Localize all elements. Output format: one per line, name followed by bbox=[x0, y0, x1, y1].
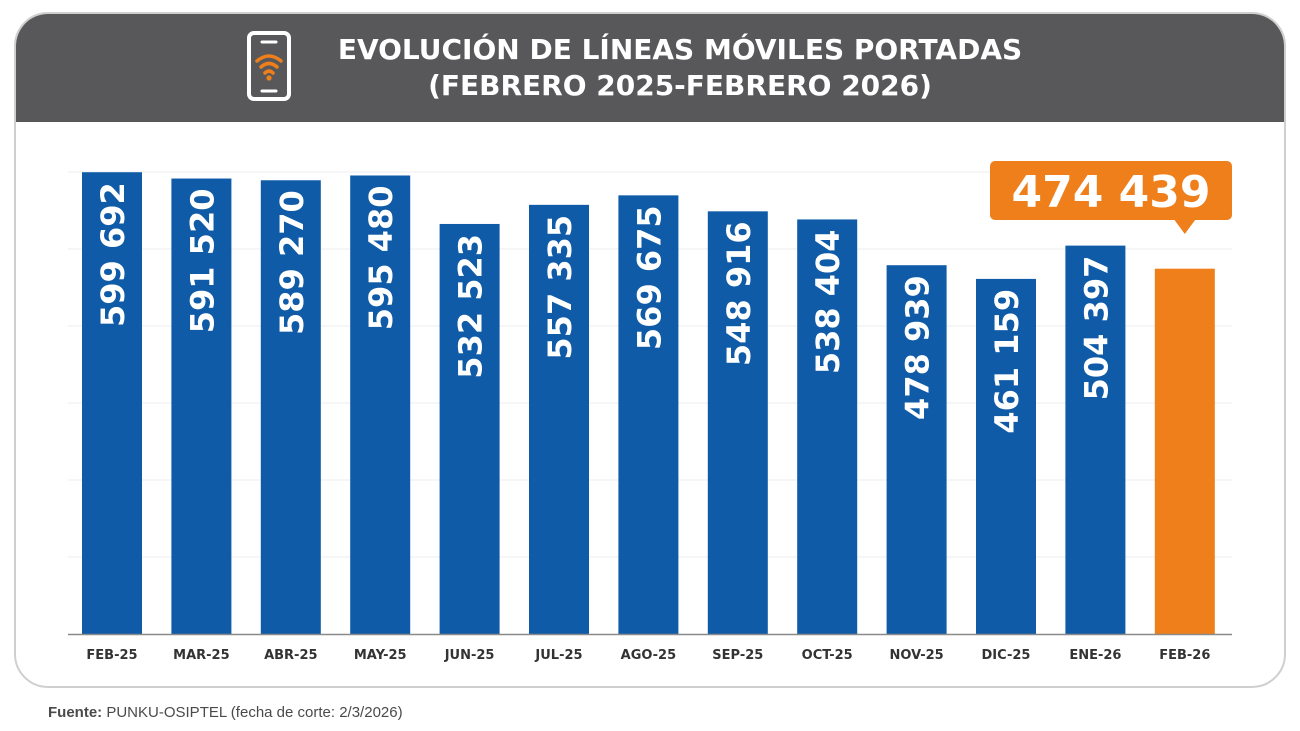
highlight-callout-value: 474 439 bbox=[1011, 167, 1210, 218]
bar-value-label: 589 270 bbox=[273, 190, 311, 335]
bar-abr-25 bbox=[260, 180, 321, 635]
x-tick-label: SEP-25 bbox=[712, 648, 763, 663]
bar-value-label: 569 675 bbox=[630, 205, 668, 350]
bar-feb-25 bbox=[82, 172, 142, 634]
bar-value-label: 595 480 bbox=[362, 185, 400, 330]
bar-may-25 bbox=[350, 175, 411, 634]
bar-value-label: 538 404 bbox=[809, 229, 847, 374]
x-tick-label: AGO-25 bbox=[621, 648, 677, 663]
x-tick-label: NOV-25 bbox=[890, 648, 944, 663]
bar-feb-26 bbox=[1154, 268, 1215, 634]
bar-value-label: 557 335 bbox=[541, 215, 579, 360]
bar-ene-26 bbox=[1065, 245, 1126, 634]
bar-oct-25 bbox=[797, 219, 858, 634]
bar-jun-25 bbox=[439, 223, 500, 635]
bar-mar-25 bbox=[171, 178, 232, 634]
source-text: PUNKU-OSIPTEL (fecha de corte: 2/3/2026) bbox=[106, 704, 403, 721]
x-tick-label: JUL-25 bbox=[534, 648, 582, 663]
bar-value-label: 599 692 bbox=[94, 182, 132, 327]
bar-jul-25 bbox=[529, 204, 589, 634]
bar-nov-25 bbox=[886, 265, 947, 634]
bar-dic-25 bbox=[976, 278, 1036, 634]
x-tick-label: ABR-25 bbox=[264, 648, 317, 663]
chart-title-line-1: EVOLUCIÓN DE LÍNEAS MÓVILES PORTADAS bbox=[337, 33, 1023, 66]
chart-header: EVOLUCIÓN DE LÍNEAS MÓVILES PORTADAS (FE… bbox=[16, 14, 1284, 122]
mobile-phone-wifi-icon bbox=[247, 31, 291, 101]
bar-sep-25 bbox=[707, 211, 768, 634]
source-label: Fuente: bbox=[48, 704, 103, 721]
x-tick-label: MAR-25 bbox=[173, 648, 230, 663]
bar-value-label: 548 916 bbox=[720, 221, 758, 366]
x-tick-label: JUN-25 bbox=[444, 648, 495, 663]
chart-title-line-2: (FEBRERO 2025-FEBRERO 2026) bbox=[428, 69, 932, 102]
bar-value-label: 532 523 bbox=[452, 234, 490, 379]
highlight-callout-box bbox=[990, 161, 1232, 220]
chart-title: EVOLUCIÓN DE LÍNEAS MÓVILES PORTADAS (FE… bbox=[300, 32, 1060, 104]
x-tick-label: FEB-25 bbox=[86, 648, 137, 663]
source-note: Fuente: PUNKU-OSIPTEL (fecha de corte: 2… bbox=[48, 704, 403, 721]
highlight-callout-pointer bbox=[1173, 219, 1196, 234]
x-tick-label: FEB-26 bbox=[1159, 648, 1210, 663]
bar-value-label: 504 397 bbox=[1077, 256, 1115, 401]
bar-value-label: 461 159 bbox=[988, 289, 1026, 434]
bar-value-label: 478 939 bbox=[899, 275, 937, 420]
x-tick-label: OCT-25 bbox=[802, 648, 853, 663]
x-tick-label: DIC-25 bbox=[982, 648, 1031, 663]
x-tick-label: MAY-25 bbox=[354, 648, 407, 663]
x-tick-label: ENE-26 bbox=[1069, 648, 1121, 663]
bar-ago-25 bbox=[618, 195, 679, 634]
bar-value-label: 591 520 bbox=[183, 189, 221, 334]
